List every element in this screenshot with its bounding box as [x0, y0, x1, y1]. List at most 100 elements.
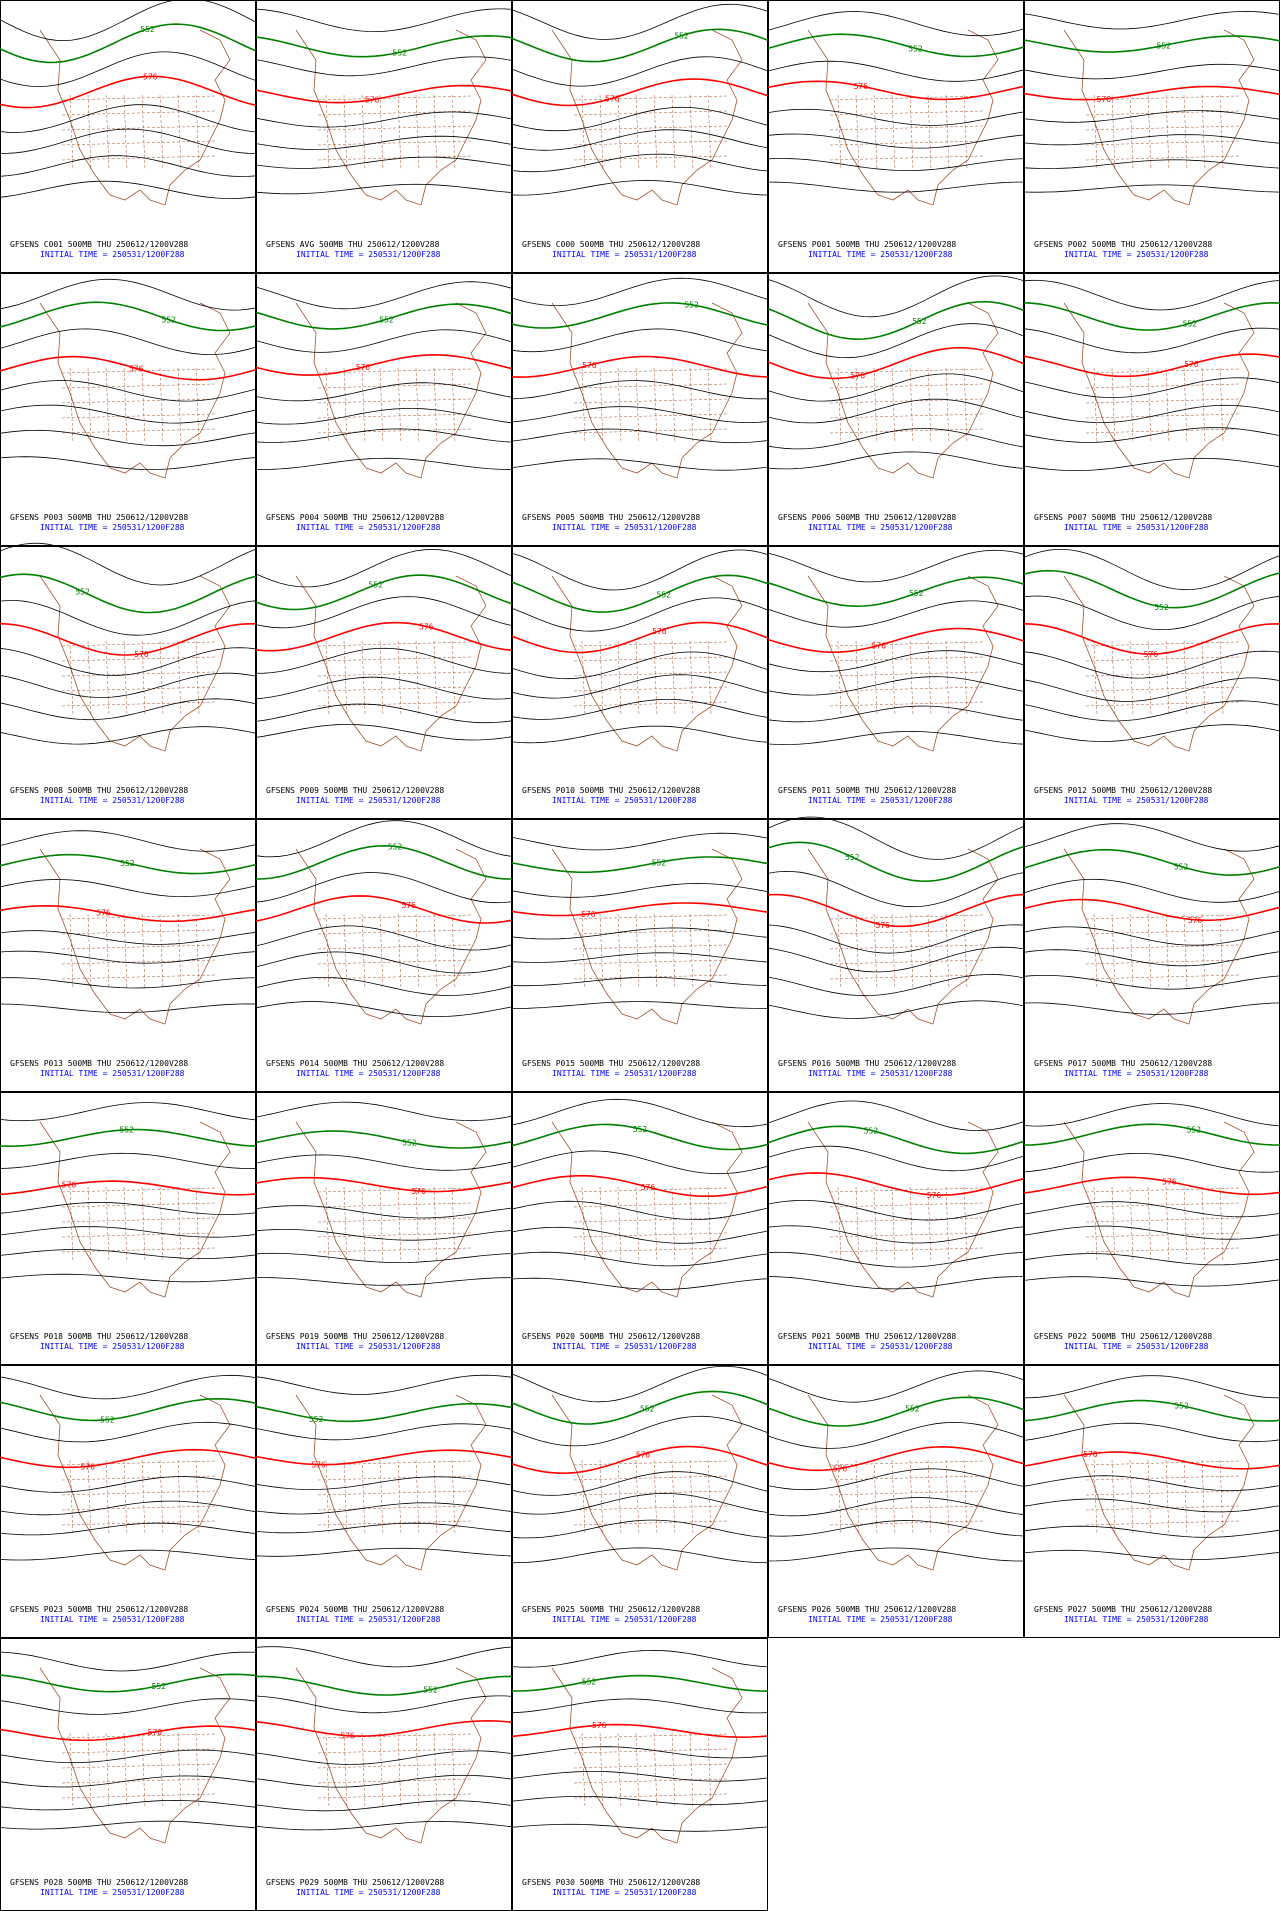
height-contour	[0, 1273, 257, 1283]
height-contour	[1023, 35, 1280, 53]
height-contour	[255, 1646, 513, 1668]
height-contour	[255, 84, 513, 104]
height-contour	[0, 672, 257, 698]
height-contour	[0, 1673, 257, 1693]
state-borders	[573, 367, 728, 444]
height-contour	[1023, 301, 1280, 331]
height-contour	[767, 108, 1025, 126]
height-contour	[1023, 327, 1280, 354]
caption-background	[513, 1328, 767, 1364]
map-panel: 552 576 GFSENS P024 500MB THU 250612/1200V…	[255, 1365, 513, 1638]
height-contour	[767, 576, 1025, 608]
height-contour	[511, 3, 769, 40]
height-contour	[511, 355, 769, 378]
height-contour	[511, 976, 769, 987]
panel-border	[768, 819, 1024, 1092]
map-panel: 552 576 GFSENS P013 500MB THU 250612/1200V…	[0, 819, 257, 1092]
height-contour	[511, 1123, 769, 1151]
height-contour	[512, 1674, 769, 1692]
caption-background	[1025, 782, 1279, 818]
map-panel: 552 576 GFSENS C001 500MB THU 250612/1200V…	[0, 0, 257, 273]
height-contour	[511, 129, 769, 151]
panel-border	[256, 819, 512, 1092]
height-contour	[511, 1723, 769, 1739]
coastline	[39, 302, 231, 479]
contour-label: 576	[134, 650, 149, 659]
height-contour	[255, 548, 513, 588]
caption-background	[257, 1601, 511, 1637]
contour-label: 576	[582, 361, 597, 370]
height-contour	[767, 1172, 1025, 1196]
height-contour	[767, 1125, 1025, 1155]
height-contour	[255, 1205, 513, 1219]
panel-label: GFSENS P024 500MB THU 250612/1200V288	[266, 1605, 444, 1614]
initial-time: INITIAL TIME = 250531/1200F288	[552, 1615, 697, 1624]
panel-border	[512, 546, 768, 819]
contour-label: 552	[652, 858, 667, 867]
contour-label: 576	[605, 94, 620, 103]
state-borders	[61, 1186, 216, 1263]
contour-label: 576	[641, 1183, 656, 1192]
height-contour	[0, 128, 257, 154]
height-contour	[1023, 10, 1280, 30]
height-contour	[767, 11, 1025, 37]
height-contour	[255, 1522, 513, 1534]
height-contour	[511, 1200, 769, 1220]
height-contour	[767, 841, 1025, 883]
map-panel: 552 576 GFSENS C000 500MB THU 250612/1200V…	[511, 0, 769, 273]
contour-label: 576	[365, 96, 380, 105]
initial-time: INITIAL TIME = 250531/1200F288	[552, 523, 697, 532]
height-contour	[1023, 1225, 1280, 1240]
height-contour	[767, 1145, 1025, 1172]
panel-border	[256, 0, 512, 273]
height-contour	[511, 1823, 769, 1832]
contour-label: 576	[851, 372, 866, 381]
caption-background	[257, 509, 511, 545]
coastline	[807, 575, 999, 752]
coastline	[807, 29, 999, 206]
state-borders	[61, 640, 216, 717]
panel-label: GFSENS P007 500MB THU 250612/1200V288	[1034, 513, 1212, 522]
height-contour	[0, 1500, 257, 1516]
panel-border	[1024, 273, 1280, 546]
caption-background	[513, 1874, 767, 1910]
height-contour	[0, 456, 257, 471]
panel-border	[1024, 1365, 1280, 1638]
panel-label: GFSENS P003 500MB THU 250612/1200V288	[10, 513, 188, 522]
height-contour	[1023, 1002, 1280, 1015]
height-contour	[767, 1276, 1024, 1290]
height-contour	[0, 1201, 257, 1215]
state-borders	[1085, 94, 1240, 171]
height-contour	[255, 1101, 513, 1122]
panel-border	[768, 273, 1024, 546]
height-contour	[1023, 677, 1280, 702]
height-contour	[255, 353, 513, 376]
height-contour	[511, 1251, 769, 1267]
height-contour	[255, 1476, 513, 1491]
initial-time: INITIAL TIME = 250531/1200F288	[552, 1342, 697, 1351]
contour-label: 576	[96, 909, 111, 918]
height-contour	[767, 627, 1025, 654]
height-contour	[255, 111, 513, 128]
height-contour	[255, 1252, 513, 1264]
height-contour	[767, 676, 1025, 696]
panel-label: GFSENS P004 500MB THU 250612/1200V288	[266, 513, 444, 522]
height-contour	[255, 281, 513, 310]
caption-background	[257, 1328, 511, 1364]
height-contour	[256, 1277, 513, 1286]
initial-time: INITIAL TIME = 250531/1200F288	[296, 523, 441, 532]
panel-border	[0, 0, 256, 273]
state-borders	[1085, 913, 1240, 990]
height-contour	[511, 277, 769, 307]
map-panel: 552 576 GFSENS P010 500MB THU 250612/1200V…	[511, 546, 769, 819]
coastline	[1063, 29, 1255, 206]
height-contour	[255, 703, 513, 724]
height-contour	[511, 1150, 769, 1175]
height-contour	[255, 1423, 513, 1441]
coastline	[807, 1394, 999, 1571]
contour-label: 576	[1188, 916, 1203, 925]
height-contour	[767, 373, 1025, 402]
state-borders	[317, 913, 472, 990]
height-contour	[511, 1098, 769, 1128]
